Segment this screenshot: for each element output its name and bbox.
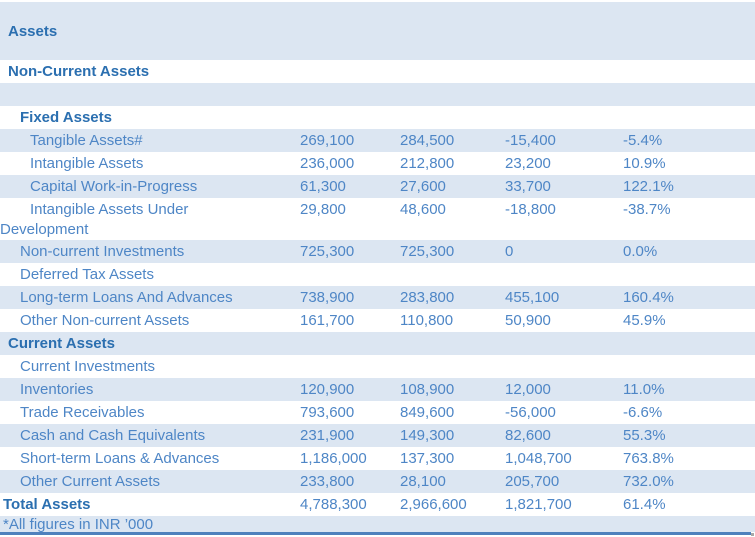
value-change-percent: 122.1% <box>623 178 674 195</box>
value-previous-period: 212,800 <box>400 155 455 172</box>
value-current-period: 4,788,300 <box>300 496 367 513</box>
table-row-tangible-assets: Tangible Assets# 269,100 284,500 -15,400… <box>0 129 755 152</box>
value-change: 23,200 <box>505 155 551 172</box>
value-current-period: 738,900 <box>300 289 355 306</box>
value-change: 1,821,700 <box>505 496 572 513</box>
value-previous-period: 283,800 <box>400 289 455 306</box>
value-current-period: 725,300 <box>300 243 355 260</box>
value-current-period: 233,800 <box>300 473 355 490</box>
section-row-fixed-assets: Fixed Assets <box>0 106 755 129</box>
value-current-period: 1,186,000 <box>300 450 367 467</box>
row-label: Tangible Assets# <box>30 132 143 149</box>
row-label: Other Current Assets <box>20 473 161 490</box>
value-current-period: 231,900 <box>300 427 355 444</box>
table-row-non-current-investments: Non-current Investments 725,300 725,300 … <box>0 240 755 263</box>
row-label: Intangible Assets Under Development <box>0 201 189 238</box>
value-change: -18,800 <box>505 201 556 218</box>
row-label: Inventories <box>20 381 94 398</box>
row-label: Deferred Tax Assets <box>20 266 154 283</box>
row-label: Trade Receivables <box>20 404 145 421</box>
value-previous-period: 137,300 <box>400 450 455 467</box>
row-label: Other Non-current Assets <box>20 312 190 329</box>
section-title-assets: Assets <box>8 22 58 40</box>
value-change-percent: -6.6% <box>623 404 663 421</box>
section-title-current-assets: Current Assets <box>8 335 115 352</box>
value-previous-period: 108,900 <box>400 381 455 398</box>
value-change: 205,700 <box>505 473 560 490</box>
value-change-percent: 763.8% <box>623 450 674 467</box>
section-title-non-current-assets: Non-Current Assets <box>8 63 150 80</box>
value-previous-period: 2,966,600 <box>400 496 467 513</box>
table-row-intangible-assets: Intangible Assets 236,000 212,800 23,200… <box>0 152 755 175</box>
table-row-capital-work-in-progress: Capital Work-in-Progress 61,300 27,600 3… <box>0 175 755 198</box>
table-row-long-term-loans-and-advances: Long-term Loans And Advances 738,900 283… <box>0 286 755 309</box>
table-row-deferred-tax-assets: Deferred Tax Assets <box>0 263 755 286</box>
value-change-percent: 160.4% <box>623 289 674 306</box>
row-label: Capital Work-in-Progress <box>30 178 198 195</box>
value-current-period: 269,100 <box>300 132 355 149</box>
value-change-percent: 61.4% <box>623 496 666 513</box>
row-label: Short-term Loans & Advances <box>20 450 220 467</box>
value-change-percent: 55.3% <box>623 427 666 444</box>
value-current-period: 161,700 <box>300 312 355 329</box>
value-change-percent: 10.9% <box>623 155 666 172</box>
row-label: Cash and Cash Equivalents <box>20 427 206 444</box>
table-row-cash-and-cash-equivalents: Cash and Cash Equivalents 231,900 149,30… <box>0 424 755 447</box>
value-change: 0 <box>505 243 514 260</box>
row-label: Intangible Assets <box>30 155 144 172</box>
value-current-period: 29,800 <box>300 201 346 218</box>
value-current-period: 120,900 <box>300 381 355 398</box>
row-label: Current Investments <box>20 358 156 375</box>
value-change: 82,600 <box>505 427 551 444</box>
section-row-non-current-assets: Non-Current Assets <box>0 60 755 83</box>
table-row-short-term-loans-and-advances: Short-term Loans & Advances 1,186,000 13… <box>0 447 755 470</box>
value-previous-period: 27,600 <box>400 178 446 195</box>
table-row-trade-receivables: Trade Receivables 793,600 849,600 -56,00… <box>0 401 755 424</box>
corner-artifact <box>751 533 754 536</box>
top-white-line <box>0 0 755 2</box>
value-change-percent: -38.7% <box>623 201 671 218</box>
table-row-total-assets: Total Assets 4,788,300 2,966,600 1,821,7… <box>0 493 755 516</box>
value-change: 1,048,700 <box>505 450 572 467</box>
value-previous-period: 284,500 <box>400 132 455 149</box>
value-change: 33,700 <box>505 178 551 195</box>
section-row-current-assets: Current Assets <box>0 332 755 355</box>
section-row-assets: Assets <box>0 2 755 60</box>
value-previous-period: 849,600 <box>400 404 455 421</box>
total-assets-label: Total Assets <box>3 496 91 513</box>
value-change-percent: 11.0% <box>623 381 665 398</box>
bottom-border-rule <box>0 532 751 535</box>
table-row-intangible-assets-under-development: Intangible Assets Under Development 29,8… <box>0 198 755 240</box>
value-previous-period: 110,800 <box>400 312 454 329</box>
table-row-other-non-current-assets: Other Non-current Assets 161,700 110,800… <box>0 309 755 332</box>
value-previous-period: 149,300 <box>400 427 455 444</box>
table-row-inventories: Inventories 120,900 108,900 12,000 11.0% <box>0 378 755 401</box>
value-change: -56,000 <box>505 404 556 421</box>
value-change: 12,000 <box>505 381 551 398</box>
table-row-other-current-assets: Other Current Assets 233,800 28,100 205,… <box>0 470 755 493</box>
value-current-period: 61,300 <box>300 178 346 195</box>
value-change-percent: 45.9% <box>623 312 666 329</box>
value-change-percent: 0.0% <box>623 243 658 260</box>
value-previous-period: 28,100 <box>400 473 446 490</box>
value-previous-period: 48,600 <box>400 201 446 218</box>
row-label: Non-current Investments <box>20 243 185 260</box>
footer-note: *All figures in INR ’000 <box>3 515 154 533</box>
value-current-period: 236,000 <box>300 155 355 172</box>
value-change-percent: 732.0% <box>623 473 674 490</box>
footer-note-row: *All figures in INR ’000 <box>0 515 755 533</box>
section-title-fixed-assets: Fixed Assets <box>20 109 112 126</box>
value-change: 50,900 <box>505 312 551 329</box>
value-change: -15,400 <box>505 132 556 149</box>
value-change-percent: -5.4% <box>623 132 663 149</box>
value-previous-period: 725,300 <box>400 243 455 260</box>
value-current-period: 793,600 <box>300 404 355 421</box>
row-label: Long-term Loans And Advances <box>20 289 233 306</box>
table-row-current-investments: Current Investments <box>0 355 755 378</box>
value-change: 455,100 <box>505 289 560 306</box>
spacer-row <box>0 83 755 106</box>
